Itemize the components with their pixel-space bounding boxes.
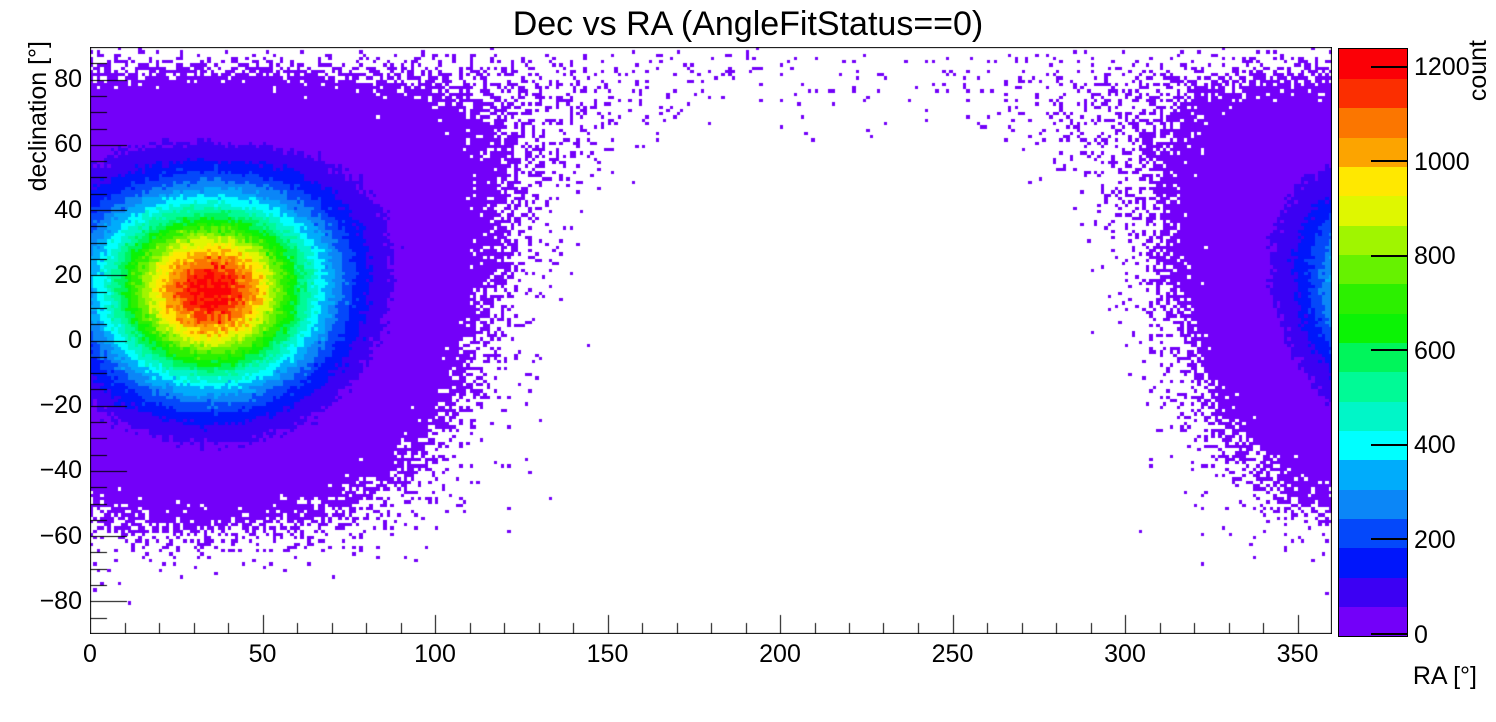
x-tick-label: 250 (931, 640, 974, 668)
colorbar-band (1339, 342, 1407, 373)
y-tick-label: 0 (68, 326, 82, 354)
x-tick-label: 100 (414, 640, 456, 668)
y-tick-label: −40 (39, 456, 82, 485)
colorbar-tick-mark (1371, 160, 1407, 163)
y-tick-label: 60 (54, 130, 82, 159)
colorbar-band (1339, 254, 1407, 285)
y-axis-title: declination [°] (24, 41, 52, 192)
x-tick-label: 150 (586, 640, 629, 668)
colorbar-band (1339, 489, 1407, 520)
colorbar-tick-label: 600 (1414, 336, 1456, 365)
colorbar-tick-label: 1000 (1414, 147, 1470, 176)
colorbar-band (1339, 283, 1407, 314)
colorbar-band (1339, 107, 1407, 138)
x-tick-label: 50 (248, 640, 277, 668)
colorbar (1338, 48, 1408, 637)
chart-title: Dec vs RA (AngleFitStatus==0) (512, 5, 984, 43)
colorbar-band (1339, 225, 1407, 255)
colorbar-tick-label: 800 (1414, 242, 1456, 271)
y-tick-label: −60 (39, 521, 82, 550)
x-tick-label: 350 (1276, 640, 1319, 668)
x-tick-label: 200 (759, 640, 801, 668)
x-axis-title: RA [°] (1412, 662, 1477, 690)
colorbar-band (1339, 577, 1407, 608)
colorbar-tick-mark (1371, 443, 1407, 446)
colorbar-tick-label: 200 (1414, 525, 1456, 554)
y-tick-label: 20 (54, 260, 82, 289)
colorbar-band (1339, 313, 1407, 343)
colorbar-tick-mark (1371, 65, 1407, 68)
colorbar-band (1339, 371, 1407, 402)
y-tick-label: 80 (54, 65, 82, 94)
colorbar-tick-mark (1371, 633, 1407, 635)
colorbar-tick-mark (1371, 254, 1407, 257)
colorbar-band (1339, 195, 1407, 226)
colorbar-band (1339, 49, 1407, 79)
colorbar-tick-label: 0 (1414, 620, 1428, 649)
colorbar-band (1339, 459, 1407, 490)
colorbar-band (1339, 78, 1407, 109)
y-tick-label: −80 (39, 586, 82, 615)
heatmap-canvas (90, 47, 1332, 634)
x-tick-label: 0 (83, 640, 97, 668)
y-tick-label: −20 (39, 391, 82, 420)
colorbar-band (1339, 137, 1407, 167)
y-tick-label: 40 (54, 195, 82, 224)
colorbar-tick-mark (1371, 538, 1407, 541)
colorbar-band (1339, 401, 1407, 432)
colorbar-tick-mark (1371, 349, 1407, 352)
colorbar-band (1339, 547, 1407, 578)
colorbar-band (1339, 166, 1407, 197)
x-tick-label: 300 (1104, 640, 1146, 668)
colorbar-tick-label: 1200 (1414, 53, 1470, 82)
colorbar-band (1339, 518, 1407, 549)
colorbar-tick-label: 400 (1414, 431, 1456, 460)
colorbar-band (1339, 606, 1407, 637)
